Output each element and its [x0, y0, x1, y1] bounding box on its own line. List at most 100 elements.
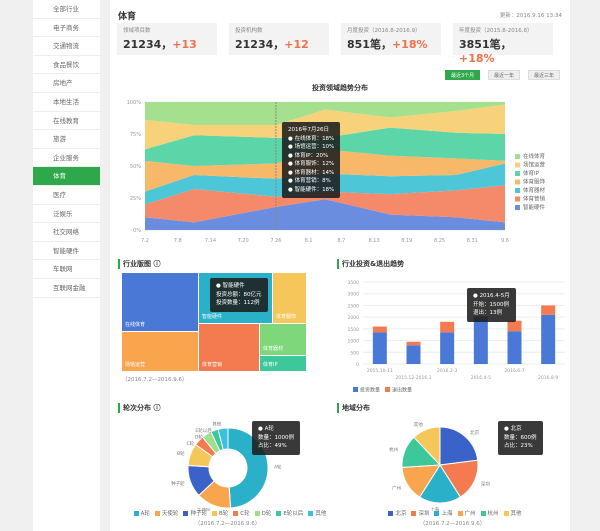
bar-segment[interactable] — [473, 317, 488, 364]
legend-label[interactable]: 体育IP — [523, 169, 540, 177]
treemap-cell[interactable]: 体育服饰 — [273, 273, 306, 323]
tooltip-value: 在线体育：18% — [294, 135, 335, 142]
legend-swatch — [515, 162, 520, 168]
bullet-icon: ● — [216, 283, 223, 289]
sidebar-item[interactable]: 泛娱乐 — [33, 205, 100, 224]
sidebar-item[interactable]: 本地生活 — [33, 93, 100, 112]
sidebar-item[interactable]: 企业服务 — [33, 149, 100, 168]
range-button[interactable]: 最近三年 — [528, 70, 561, 80]
pie-slice[interactable] — [413, 426, 441, 467]
x-tick-label: 8.25 — [434, 238, 445, 244]
slice-label: A轮 — [274, 464, 282, 471]
sidebar-item[interactable]: 旅游 — [33, 130, 100, 149]
legend-label[interactable]: 其他 — [510, 511, 522, 517]
sidebar-item[interactable]: 房地产 — [33, 74, 100, 93]
slice-label: D轮 — [195, 433, 203, 440]
bullet-icon: ● — [288, 169, 295, 176]
legend-label[interactable]: 投资数量 — [360, 387, 380, 394]
sidebar-item[interactable]: 食品餐饮 — [33, 56, 100, 75]
pie-slice[interactable] — [439, 459, 479, 498]
treemap-cell[interactable]: 体育营销 — [199, 324, 259, 371]
bar-segment[interactable] — [440, 332, 455, 364]
legend-label[interactable]: 上海 — [441, 511, 453, 517]
legend-label[interactable]: E轮以后 — [283, 511, 304, 517]
pie-slice[interactable] — [418, 464, 462, 504]
sidebar-item[interactable]: 体育 — [33, 167, 100, 186]
bar-segment[interactable] — [440, 321, 455, 333]
legend-label[interactable]: 种子轮 — [190, 511, 207, 517]
legend-label[interactable]: 体育营销 — [523, 195, 546, 203]
bar-segment[interactable] — [372, 332, 387, 364]
legend-label[interactable]: 北京 — [395, 511, 407, 517]
legend-label[interactable]: C轮 — [240, 511, 250, 517]
legend-label[interactable]: 退出数量 — [392, 387, 412, 394]
treemap-cell[interactable]: 场馆运营 — [122, 332, 198, 371]
bar-segment[interactable] — [541, 305, 556, 315]
treemap-cell[interactable]: 体育IP — [260, 356, 306, 371]
legend-label[interactable]: 广州 — [464, 511, 476, 517]
sidebar-item[interactable]: 医疗 — [33, 186, 100, 205]
legend-label[interactable]: 体育服饰 — [523, 178, 546, 186]
tooltip-value: 体育营销：8% — [294, 178, 331, 184]
legend-label[interactable]: 天使轮 — [161, 511, 179, 517]
legend-label[interactable]: 智能硬件 — [523, 203, 546, 211]
sidebar-item[interactable]: 电子商务 — [33, 19, 100, 38]
sidebar-item[interactable]: 互联网金融 — [33, 279, 100, 298]
legend-label[interactable]: 杭州 — [487, 511, 499, 517]
treemap-label: 智能硬件 — [202, 314, 223, 320]
treemap-title-text: 行业版图 — [123, 260, 151, 268]
y-tick-label: 500 — [350, 350, 359, 356]
pie-slice[interactable] — [439, 426, 479, 466]
bar-chart: 05001000150020002500300035002015.10-1120… — [348, 280, 565, 394]
tooltip-row: ● 体育器材：14% — [288, 169, 334, 178]
bar-segment[interactable] — [541, 314, 556, 364]
x-tick-label: 2016.6-7 — [504, 368, 524, 374]
legend-label[interactable]: 深圳 — [418, 511, 430, 517]
y-tick-label: 50% — [130, 164, 141, 170]
area-tooltip: 2016年7月26日 ● 在线体育：18% ● 场馆运营：10% ● 体育IP：20%… — [282, 122, 341, 198]
bar-segment[interactable] — [507, 320, 522, 332]
bar-segment[interactable] — [406, 345, 421, 364]
slice-label: C轮 — [187, 440, 195, 447]
legend-swatch — [308, 511, 314, 516]
tooltip-row: 占比：23% — [504, 443, 533, 449]
treemap-cell[interactable]: 体育器材 — [260, 324, 306, 355]
info-icon[interactable]: ⓘ — [153, 404, 161, 412]
tooltip-title: ● 智能硬件 — [216, 282, 262, 291]
legend-label[interactable]: A轮 — [140, 511, 150, 517]
treemap-tooltip: ● 智能硬件 投资总额：80亿元 投资数量：112例 — [210, 278, 268, 312]
legend-label[interactable]: 在线体育 — [523, 152, 546, 160]
sidebar-item[interactable]: 车联网 — [33, 260, 100, 279]
x-tick-label: 8.1 — [305, 238, 313, 244]
bullet-icon: ● — [288, 135, 295, 142]
legend-swatch — [385, 387, 390, 392]
sidebar-item[interactable]: 在线教育 — [33, 112, 100, 131]
treemap-cell[interactable]: 在线体育 — [122, 273, 198, 331]
sidebar-item[interactable]: 全部行业 — [33, 0, 100, 19]
sidebar-item[interactable]: 交通物流 — [33, 37, 100, 56]
legend-swatch — [211, 511, 217, 516]
slice-label: 其他 — [212, 420, 221, 427]
legend-swatch — [411, 511, 417, 516]
y-tick-label: 3500 — [348, 280, 360, 286]
legend-swatch — [233, 511, 239, 516]
legend-label[interactable]: D轮 — [261, 511, 272, 517]
legend-label[interactable]: 场馆运营 — [523, 161, 546, 169]
bullet-icon: ● — [288, 178, 295, 184]
legend-swatch — [515, 205, 520, 210]
range-button[interactable]: 最近一年 — [488, 70, 521, 80]
bar-segment[interactable] — [406, 341, 421, 346]
sidebar-item[interactable]: 智能硬件 — [33, 242, 100, 261]
bar-segment[interactable] — [372, 326, 387, 333]
sidebar-item[interactable]: 社交网络 — [33, 223, 100, 242]
legend-swatch — [457, 511, 463, 516]
legend-label[interactable]: 其他 — [315, 511, 327, 517]
legend-label[interactable]: B轮 — [218, 511, 229, 517]
range-button[interactable]: 最近3个月 — [445, 70, 481, 80]
legend-label[interactable]: 体育器材 — [523, 186, 546, 194]
treemap-label: 体育器材 — [263, 346, 284, 352]
bar-segment[interactable] — [507, 331, 522, 364]
stat-label: 领域项目数 — [123, 28, 151, 34]
info-icon[interactable]: ⓘ — [153, 260, 161, 268]
pie-slice[interactable] — [217, 427, 229, 451]
